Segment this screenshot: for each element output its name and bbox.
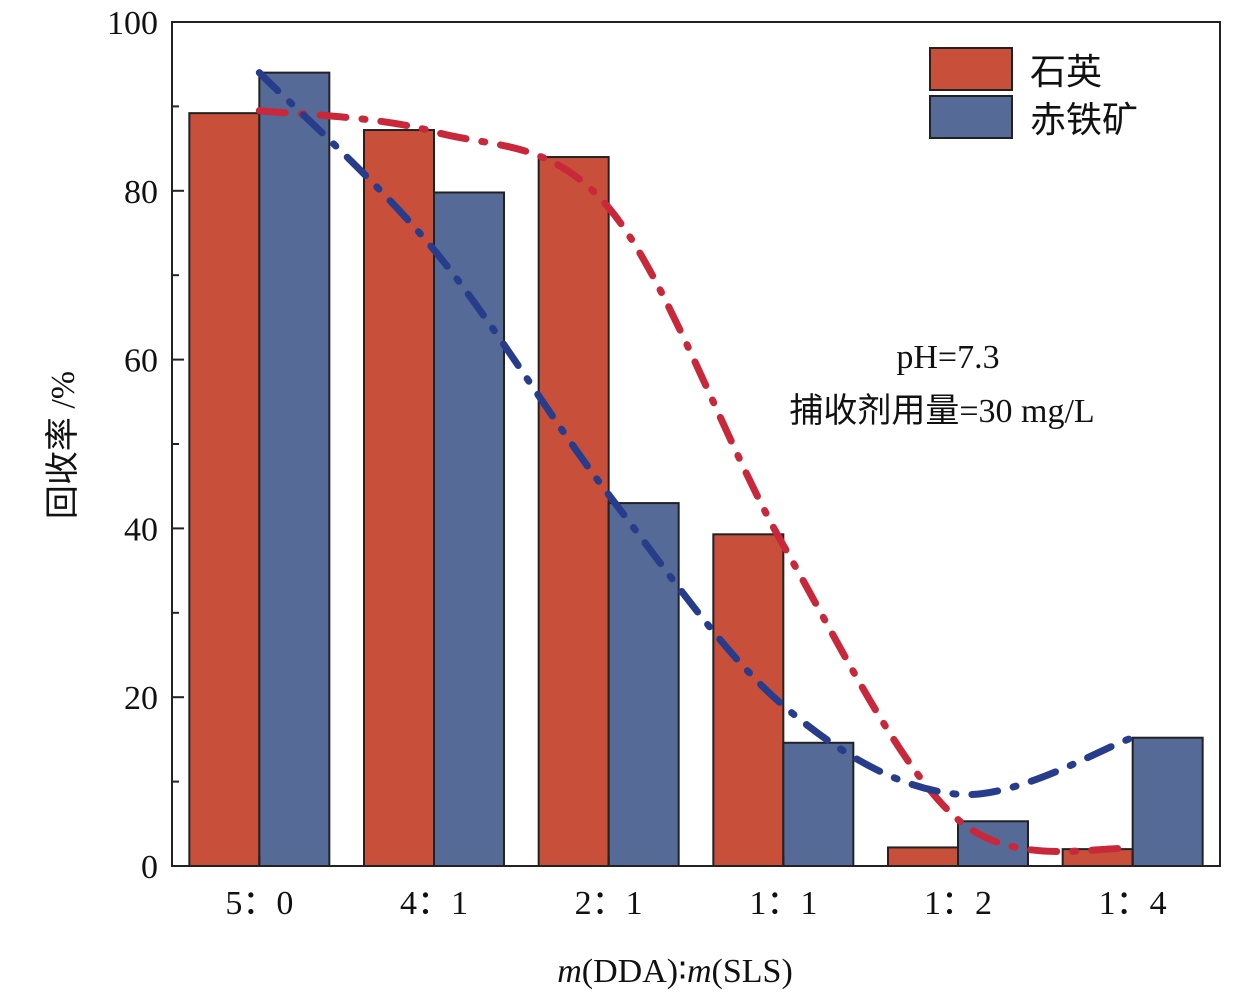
x-axis-title: m(DDA)∶m(SLS) [557,953,793,990]
annotation-ph: pH=7.3 [896,339,999,376]
annotation-block: pH=7.3 捕收剂用量=30 mg/L [789,339,1094,430]
y-axis-title: 回收率 /% [44,371,82,519]
bar-hematite-5 [1131,736,1204,867]
legend-label-hematite: 赤铁矿 [1030,100,1138,140]
axes-layer: 0 20 40 60 80 100 5：0 4：1 2：1 1：1 1：2 1：4 [107,5,1221,922]
bars-layer [188,71,1204,868]
x-axis-title-ratio: ∶ [678,953,687,990]
trend-line-hematite [255,69,1137,799]
bar-hematite-1 [433,191,505,868]
y-tick-label-100: 100 [107,5,158,42]
x-tick-label-5: 1：4 [1099,885,1167,922]
y-tick-label-40: 40 [124,511,158,548]
x-axis-title-m1: m [557,953,582,990]
bar-quartz-2 [537,156,610,868]
bar-hematite-0 [258,71,331,867]
x-tick-label-4: 1：2 [924,885,992,922]
y-tick-label-0: 0 [141,849,158,886]
x-tick-label-0: 5：0 [225,885,293,922]
bar-hematite-3 [782,741,855,867]
trend-lines-layer [255,69,1137,856]
x-tick-label-1: 4：1 [400,885,468,922]
bar-quartz-3 [712,533,785,867]
legend-label-quartz: 石英 [1030,52,1102,92]
y-tick-label-80: 80 [124,174,158,211]
bar-hematite-2 [607,502,680,867]
bar-quartz-1 [363,129,435,868]
x-axis-title-dda: (DDA) [582,953,678,990]
x-axis-title-m2: m [687,953,712,990]
x-axis-title-sls: (SLS) [712,953,793,990]
legend: 石英 赤铁矿 [929,47,1138,140]
y-tick-label-20: 20 [124,680,158,717]
bar-quartz-0 [188,112,261,868]
annotation-collector-dosage: 捕收剂用量=30 mg/L [789,392,1094,430]
y-tick-label-60: 60 [124,343,158,380]
legend-swatch-quartz [929,47,1013,91]
x-tick-label-2: 2：1 [575,885,643,922]
legend-swatch-hematite [929,95,1013,139]
x-tick-label-3: 1：1 [749,885,817,922]
bar-quartz-4 [887,846,959,868]
